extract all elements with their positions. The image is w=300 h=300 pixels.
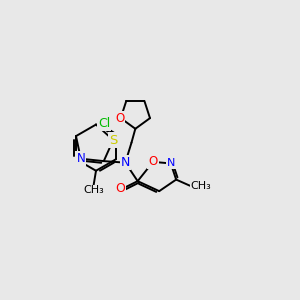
- Text: O: O: [115, 182, 125, 195]
- Text: CH₃: CH₃: [191, 181, 212, 191]
- Text: Cl: Cl: [98, 117, 110, 130]
- Text: N: N: [76, 152, 85, 165]
- Text: N: N: [167, 158, 175, 168]
- Text: N: N: [121, 156, 130, 169]
- Text: O: O: [115, 112, 124, 124]
- Text: S: S: [109, 134, 117, 146]
- Text: CH₃: CH₃: [83, 185, 104, 195]
- Text: O: O: [148, 155, 158, 168]
